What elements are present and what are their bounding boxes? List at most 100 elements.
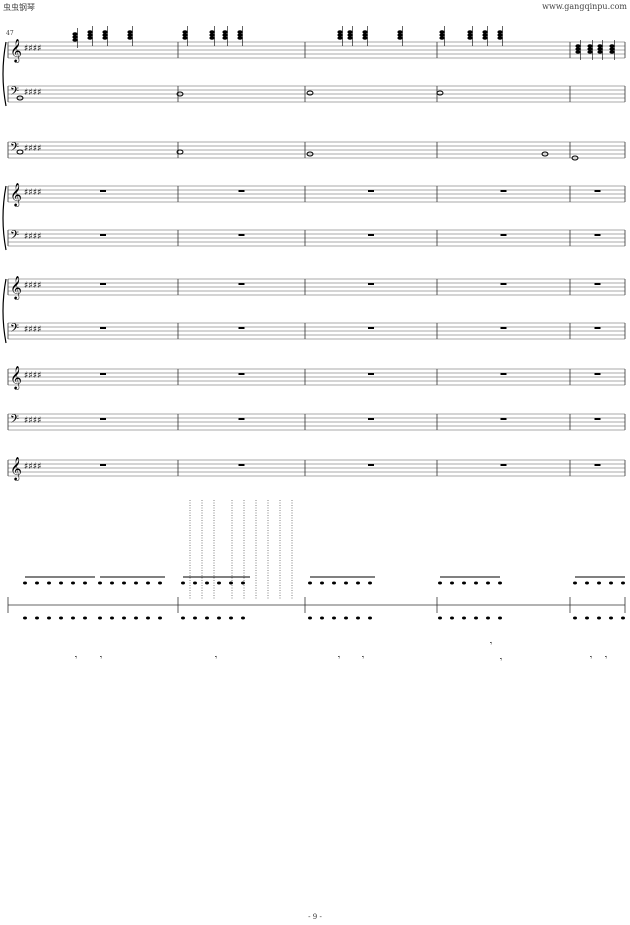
note-head — [585, 616, 589, 620]
rest-symbol: 𝄾 — [490, 639, 492, 648]
whole-rest — [500, 327, 507, 329]
treble-clef: 𝄞 — [10, 456, 22, 481]
note-head — [158, 616, 162, 620]
note-head — [209, 33, 215, 37]
key-signature: ♯♯♯♯ — [24, 416, 41, 426]
site-name: 虫虫钢琴 — [3, 3, 35, 12]
brace — [2, 185, 7, 251]
whole-rest — [100, 373, 106, 375]
key-signature: ♯♯♯♯ — [24, 88, 41, 98]
whole-rest — [238, 373, 245, 375]
note-head — [320, 581, 324, 585]
whole-rest — [368, 190, 374, 192]
note-head — [467, 33, 473, 37]
note-head — [110, 616, 114, 620]
whole-rest — [368, 327, 374, 329]
note-head — [176, 91, 184, 97]
note-head — [482, 36, 488, 40]
note-head — [176, 149, 184, 155]
note-head — [83, 581, 87, 585]
note-head — [573, 581, 577, 585]
note-head — [134, 581, 138, 585]
rest-symbol: 𝄾 — [605, 653, 607, 662]
whole-rest — [238, 190, 245, 192]
note-head — [229, 581, 233, 585]
whole-rest — [594, 464, 601, 466]
measure-number: 47 — [6, 30, 14, 37]
note-head — [462, 581, 466, 585]
note-head — [193, 581, 197, 585]
note-head — [320, 616, 324, 620]
note-head — [241, 616, 245, 620]
note-head — [575, 47, 581, 51]
note-head — [337, 36, 343, 40]
note-head — [217, 581, 221, 585]
note-head — [122, 616, 126, 620]
whole-rest — [500, 283, 507, 285]
note-head — [102, 36, 108, 40]
note-head — [344, 581, 348, 585]
whole-rest — [238, 327, 245, 329]
note-head — [71, 616, 75, 620]
note-head — [71, 581, 75, 585]
note-head — [222, 33, 228, 37]
note-head — [35, 616, 39, 620]
note-head — [347, 30, 353, 34]
note-head — [337, 30, 343, 34]
site-url[interactable]: www.gangqinpu.com — [542, 2, 627, 11]
note-head — [575, 44, 581, 48]
note-head — [205, 616, 209, 620]
note-head — [450, 581, 454, 585]
note-head — [609, 581, 613, 585]
note-head — [237, 30, 243, 34]
note-head — [182, 30, 188, 34]
note-head — [16, 95, 24, 101]
note-head — [450, 616, 454, 620]
whole-rest — [500, 190, 507, 192]
note-head — [356, 581, 360, 585]
note-head — [497, 36, 503, 40]
note-head — [609, 44, 615, 48]
whole-rest — [238, 418, 245, 420]
whole-rest — [238, 464, 245, 466]
whole-rest — [500, 373, 507, 375]
whole-rest — [594, 190, 601, 192]
note-head — [127, 33, 133, 37]
note-head — [344, 616, 348, 620]
note-head — [462, 616, 466, 620]
bass-clef: 𝄢 — [10, 322, 19, 338]
note-head — [122, 581, 126, 585]
treble-clef: 𝄞 — [10, 365, 22, 390]
note-head — [573, 616, 577, 620]
note-head — [222, 30, 228, 34]
note-head — [16, 149, 24, 155]
note-head — [146, 616, 150, 620]
bass-clef: 𝄢 — [10, 85, 19, 101]
note-head — [347, 36, 353, 40]
note-head — [362, 30, 368, 34]
note-head — [182, 36, 188, 40]
note-head — [609, 616, 613, 620]
note-head — [438, 581, 442, 585]
whole-rest — [368, 373, 374, 375]
whole-rest — [500, 418, 507, 420]
note-head — [72, 38, 78, 42]
note-head — [587, 44, 593, 48]
bass-clef: 𝄢 — [10, 141, 19, 157]
key-signature: ♯♯♯♯ — [24, 325, 41, 335]
key-signature: ♯♯♯♯ — [24, 462, 41, 472]
note-head — [397, 30, 403, 34]
note-head — [102, 30, 108, 34]
note-head — [497, 33, 503, 37]
note-head — [229, 616, 233, 620]
note-head — [397, 33, 403, 37]
note-head — [83, 616, 87, 620]
note-head — [571, 155, 579, 161]
whole-rest — [100, 418, 106, 420]
whole-rest — [500, 464, 507, 466]
note-head — [597, 50, 603, 54]
note-head — [209, 36, 215, 40]
note-head — [146, 581, 150, 585]
note-head — [541, 151, 549, 157]
note-head — [134, 616, 138, 620]
